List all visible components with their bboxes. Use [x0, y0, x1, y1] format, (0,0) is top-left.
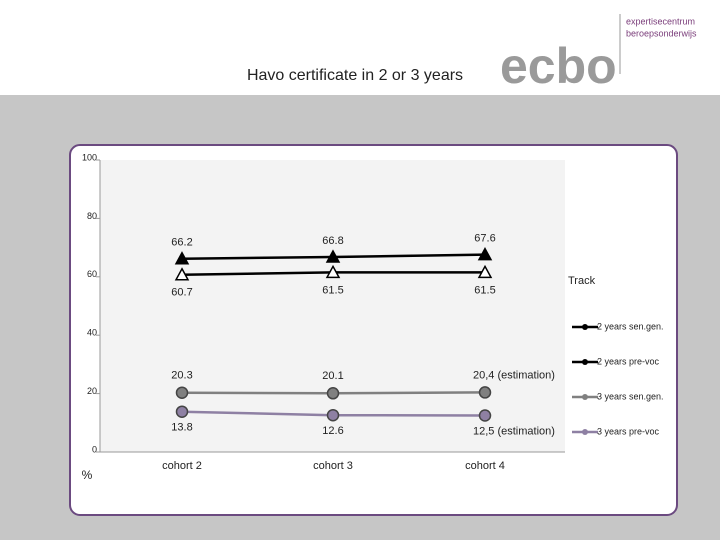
legend-label: 3 years sen.gen. — [597, 391, 664, 401]
y-tick-label: 40 — [87, 328, 97, 338]
y-tick-label: 100 — [82, 152, 97, 162]
x-tick-label: cohort 3 — [313, 460, 353, 472]
marker — [326, 408, 340, 422]
data-label: 20.3 — [171, 370, 192, 382]
data-label: 20,4 (estimation) — [473, 369, 555, 381]
marker — [325, 249, 341, 263]
data-label: 13.8 — [171, 422, 192, 434]
data-label: 61.5 — [474, 284, 495, 296]
y-tick-label: 80 — [87, 211, 97, 221]
logo-name: ecbo — [500, 38, 617, 94]
data-label: 67.6 — [474, 233, 495, 245]
marker — [478, 386, 492, 399]
y-tick-label: 60 — [87, 269, 97, 279]
logo-line: expertisecentrum — [626, 16, 695, 26]
marker — [477, 247, 493, 261]
header-band — [0, 0, 720, 95]
plot-area — [100, 160, 565, 452]
y-tick-label: 0 — [92, 444, 97, 454]
marker — [326, 387, 340, 400]
legend-marker — [582, 324, 588, 330]
data-label: 12.6 — [322, 425, 343, 437]
x-tick-label: cohort 4 — [465, 460, 505, 472]
x-tick-label: cohort 2 — [162, 460, 202, 472]
logo-line: beroepsonderwijs — [626, 28, 697, 38]
marker — [174, 251, 190, 265]
data-label: 66.8 — [322, 235, 343, 247]
legend-label: 2 years pre-voc — [597, 356, 660, 366]
legend-title: Track — [568, 275, 596, 287]
legend-label: 3 years pre-voc — [597, 426, 660, 436]
marker — [174, 267, 190, 281]
y-tick-label: 20 — [87, 386, 97, 396]
legend-label: 2 years sen.gen. — [597, 321, 664, 331]
y-axis-label: % — [82, 468, 93, 482]
legend-marker — [582, 429, 588, 435]
data-label: 20.1 — [322, 370, 343, 382]
data-label: 61.5 — [322, 284, 343, 296]
marker — [175, 405, 189, 418]
data-label: 12,5 (estimation) — [473, 425, 555, 437]
marker — [477, 264, 493, 279]
legend-marker — [582, 394, 588, 400]
marker — [478, 409, 492, 422]
chart-title: Havo certificate in 2 or 3 years — [247, 67, 463, 84]
data-label: 60.7 — [171, 287, 192, 299]
marker — [325, 264, 341, 279]
legend-marker — [582, 359, 588, 365]
data-label: 66.2 — [171, 237, 192, 249]
marker — [175, 386, 189, 399]
